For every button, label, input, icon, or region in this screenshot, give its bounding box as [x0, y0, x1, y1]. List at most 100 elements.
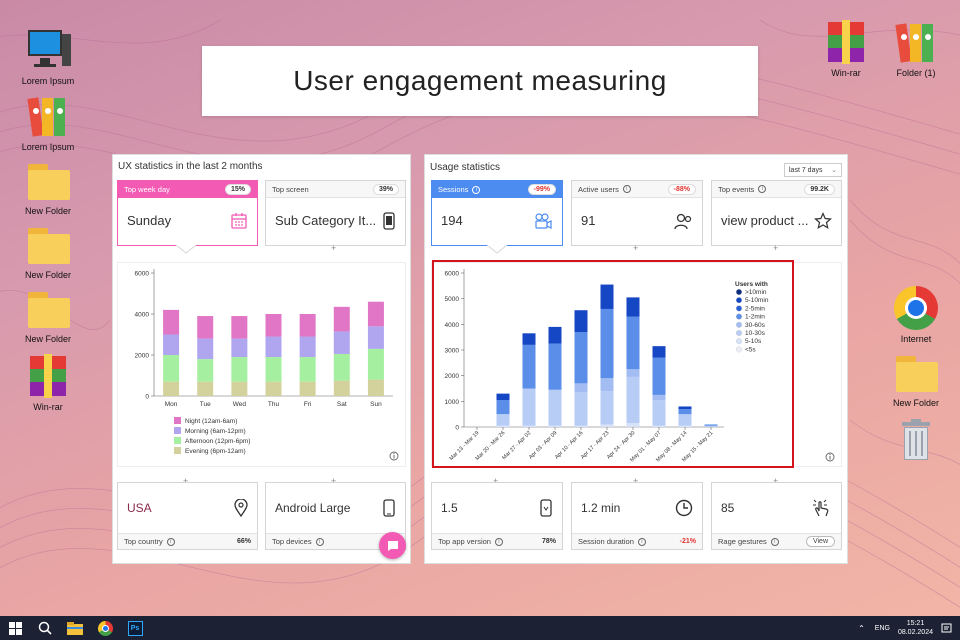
x-tick-label: Tue: [200, 401, 211, 408]
card-badge: -21%: [679, 538, 696, 545]
card-value: USA: [127, 501, 152, 515]
card-rage-gestures[interactable]: 85 Rage gestures i View: [711, 482, 842, 550]
card-top-week-day[interactable]: Top week day 15% Sunday: [117, 180, 258, 246]
bar-segment: [522, 344, 536, 389]
card-value: 85: [721, 501, 735, 515]
card-session-duration[interactable]: 1.2 min Session duration i -21%: [571, 482, 703, 550]
weekday-chart-container: 0 2000 4000 6000 Mon Tue Wed Thu Fri Sat Sun Night …: [117, 262, 406, 467]
winrar-icon: [822, 20, 870, 66]
card-sessions[interactable]: Sessions i -99% 194: [431, 180, 563, 246]
desktop-icon-folder-2[interactable]: New Folder: [10, 222, 86, 280]
desktop-icon-trash[interactable]: [878, 418, 954, 466]
desktop-icon-folder-3[interactable]: New Folder: [10, 286, 86, 344]
info-icon[interactable]: i: [166, 537, 175, 546]
bar-segment: [299, 381, 316, 396]
add-icon[interactable]: +: [773, 243, 779, 253]
card-label: Sessions: [438, 185, 469, 194]
info-icon[interactable]: i: [770, 537, 779, 546]
desktop-icon-computer[interactable]: Lorem Ipsum: [10, 28, 86, 86]
bar-segment: [704, 424, 718, 426]
card-top-screen[interactable]: Top screen 39% Sub Category It...: [265, 180, 406, 246]
bar-segment: [548, 425, 562, 427]
legend-label: Morning (6am-12pm): [185, 428, 246, 435]
bar-segment: [678, 414, 692, 426]
card-top-country[interactable]: USA Top country i 66%: [117, 482, 258, 550]
info-icon[interactable]: [389, 451, 399, 461]
taskbar-explorer[interactable]: [60, 616, 90, 640]
info-icon[interactable]: i: [472, 185, 481, 194]
card-top-app-version[interactable]: 1.5 Top app version i 78%: [431, 482, 563, 550]
card-value: 1.5: [441, 501, 458, 515]
card-badge: 99.2K: [804, 183, 835, 195]
start-button[interactable]: [0, 616, 30, 640]
desktop-icon-folder-right-2[interactable]: New Folder: [878, 350, 954, 408]
y-tick-label: 0: [455, 425, 459, 432]
trash-icon: [892, 418, 940, 464]
search-button[interactable]: [30, 616, 60, 640]
add-icon[interactable]: +: [633, 476, 639, 486]
view-button[interactable]: View: [805, 536, 835, 547]
mobile-app-icon: [540, 499, 552, 517]
taskbar-photoshop[interactable]: Ps: [120, 616, 150, 640]
chat-button[interactable]: [379, 532, 406, 559]
info-icon[interactable]: i: [622, 185, 631, 193]
ux-panel-title: UX statistics in the last 2 months: [118, 161, 263, 172]
desktop-icon-label: Folder (1): [896, 68, 936, 78]
x-tick-label: Fri: [304, 401, 312, 408]
period-select[interactable]: last 7 days ⌄: [784, 163, 842, 177]
card-value: 194: [441, 213, 463, 228]
card-value: Android Large: [275, 501, 351, 515]
info-icon[interactable]: i: [637, 537, 646, 546]
clock-icon: [675, 499, 693, 517]
bar-segment: [522, 388, 536, 426]
folder-icon: [892, 350, 940, 396]
desktop-icon-internet[interactable]: Internet: [878, 286, 954, 344]
card-active-users[interactable]: Active users i -88% 91: [571, 180, 703, 246]
desktop-icon-label: Lorem Ipsum: [21, 76, 75, 86]
desktop-icon-winrar[interactable]: Win-rar: [10, 354, 86, 412]
legend-label: 2-5min: [745, 305, 765, 312]
bar-segment: [704, 425, 718, 427]
info-icon[interactable]: i: [315, 537, 324, 546]
bar-segment: [333, 380, 350, 396]
taskbar-chrome[interactable]: [90, 616, 120, 640]
winrar-icon: [24, 354, 72, 400]
card-top-devices[interactable]: Android Large Top devices i: [265, 482, 406, 550]
desktop-icon-folder-right[interactable]: Folder (1): [878, 20, 954, 78]
bar-segment: [548, 389, 562, 426]
desktop-icon-winrar-right[interactable]: Win-rar: [808, 20, 884, 78]
bar-segment: [197, 359, 214, 382]
desktop-icon-label: Lorem Ipsum: [21, 142, 75, 152]
legend-swatch: [174, 417, 181, 424]
bar-segment: [333, 353, 350, 381]
card-badge: -88%: [667, 183, 696, 195]
star-icon: [814, 211, 832, 229]
desktop-icon-folder-1[interactable]: New Folder: [10, 158, 86, 216]
bar-segment: [163, 381, 180, 396]
bar-segment: [600, 424, 614, 427]
info-icon[interactable]: [825, 452, 835, 462]
notifications-icon[interactable]: [941, 623, 952, 634]
language-indicator[interactable]: ENG: [874, 624, 890, 632]
info-icon[interactable]: i: [758, 185, 767, 193]
add-icon[interactable]: +: [331, 476, 337, 486]
desktop-icon-binders[interactable]: Lorem Ipsum: [10, 94, 86, 152]
add-icon[interactable]: +: [493, 476, 499, 486]
desktop-icon-label: New Folder: [24, 270, 71, 280]
add-icon[interactable]: +: [183, 476, 189, 486]
add-icon[interactable]: +: [633, 243, 639, 253]
chevron-up-icon[interactable]: ⌃: [858, 623, 865, 633]
card-top-events[interactable]: Top events i 99.2K view product ...: [711, 180, 842, 246]
bar-segment: [333, 306, 350, 332]
info-icon[interactable]: i: [494, 537, 503, 546]
clock[interactable]: 15:21 08.02.2024: [898, 619, 933, 637]
add-icon[interactable]: +: [331, 243, 337, 253]
legend-swatch: [736, 297, 742, 304]
card-value: Sunday: [127, 213, 172, 228]
add-icon[interactable]: +: [773, 476, 779, 486]
users-icon: [674, 213, 692, 229]
search-icon: [38, 621, 52, 635]
card-value: view product ...: [721, 213, 809, 228]
bar-segment: [299, 314, 316, 337]
card-label: Top app version: [438, 537, 491, 546]
